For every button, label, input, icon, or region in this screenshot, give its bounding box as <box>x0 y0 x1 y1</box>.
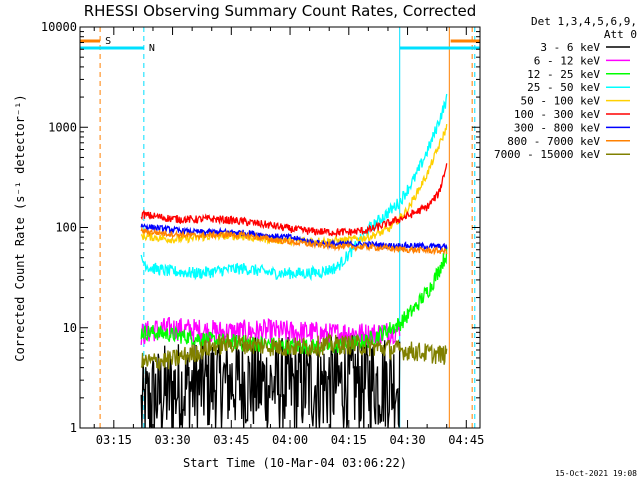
legend-label-1: 6 - 12 keV <box>534 54 601 67</box>
series-line-5 <box>140 163 448 238</box>
series-line-7 <box>140 226 448 256</box>
y-tick-label: 1 <box>70 421 77 435</box>
series-line-6 <box>140 223 448 252</box>
legend-label-2: 12 - 25 keV <box>527 68 600 81</box>
axis-layer: 03:15 03:30 03:45 04:00 04:15 04:30 04:45 1 10 10… <box>41 20 484 447</box>
y-axis-label: Corrected Count Rate (s⁻¹ detector⁻¹) <box>13 94 27 361</box>
legend-label-8: 7000 - 15000 keV <box>494 148 600 161</box>
chart-title: RHESSI Observing Summary Count Rates, Co… <box>84 2 477 20</box>
x-axis-label: Start Time (10-Mar-04 03:06:22) <box>183 456 407 470</box>
x-tick-label: 04:45 <box>448 433 484 447</box>
legend-label-6: 300 - 800 keV <box>514 121 600 134</box>
x-tick-label: 04:15 <box>331 433 367 447</box>
x-tick-label: 03:30 <box>154 433 190 447</box>
x-tick-label: 04:30 <box>389 433 425 447</box>
legend-label-4: 50 - 100 keV <box>521 95 601 108</box>
y-tick-label: 100 <box>55 221 77 235</box>
legend-header-detectors: Det 1,3,4,5,6,9, <box>531 15 637 28</box>
x-tick-label: 03:45 <box>213 433 249 447</box>
saa-flag-label: S <box>105 36 111 47</box>
footer-timestamp: 15-Oct-2021 19:08 <box>555 469 637 478</box>
series-layer <box>140 93 448 428</box>
y-tick-label: 1000 <box>48 120 77 134</box>
legend-label-0: 3 - 6 keV <box>540 41 600 54</box>
series-line-3 <box>140 93 448 282</box>
night-flag-label: N <box>149 43 155 54</box>
legend-label-3: 25 - 50 keV <box>527 81 600 94</box>
series-line-0 <box>140 332 401 428</box>
legend-label-5: 100 - 300 keV <box>514 108 600 121</box>
x-tick-label: 03:15 <box>96 433 132 447</box>
legend-label-7: 800 - 7000 keV <box>507 135 600 148</box>
x-tick-label: 04:00 <box>272 433 308 447</box>
y-tick-label: 10 <box>63 321 77 335</box>
legend-header-attenuator: Att 0 <box>604 28 637 41</box>
y-tick-label: 10000 <box>41 20 77 34</box>
series-line-8 <box>140 332 448 371</box>
